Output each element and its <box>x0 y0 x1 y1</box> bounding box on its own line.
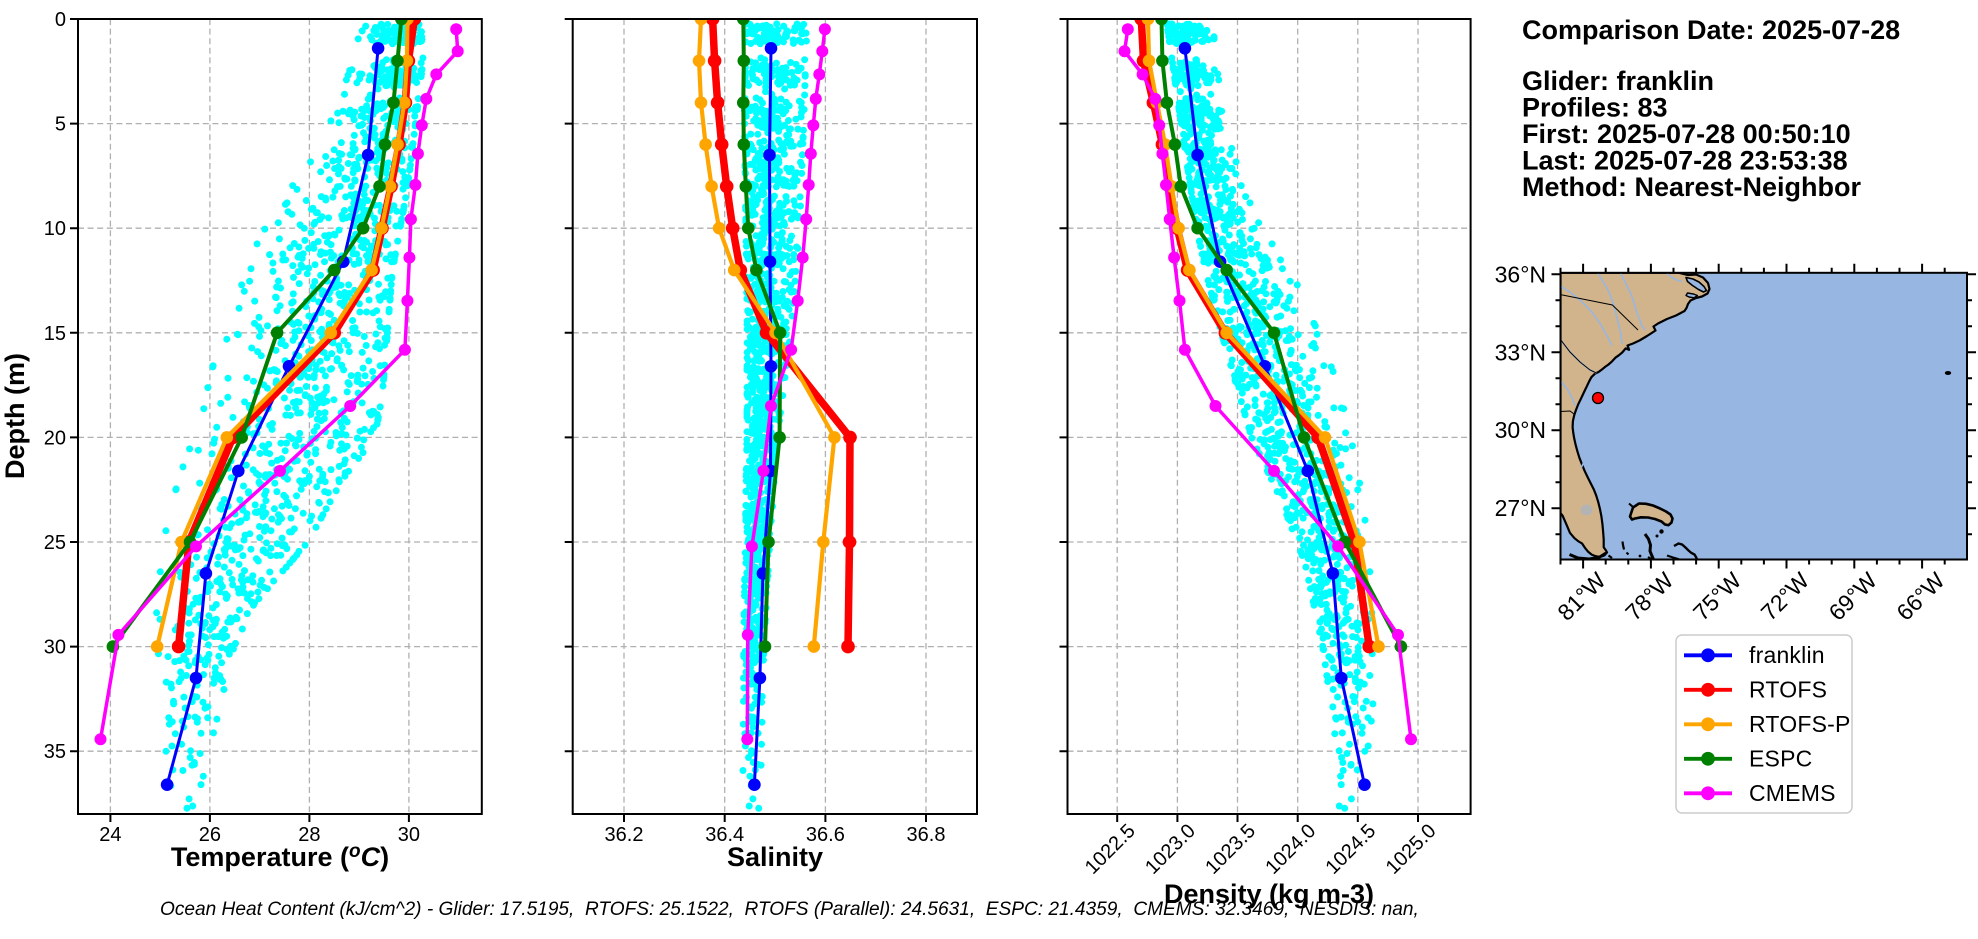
svg-text:15: 15 <box>44 323 66 345</box>
svg-text:35: 35 <box>44 741 66 763</box>
svg-text:33°N: 33°N <box>1495 339 1546 365</box>
svg-text:Last: 2025-07-28 23:53:38: Last: 2025-07-28 23:53:38 <box>1522 146 1848 176</box>
svg-text:30°N: 30°N <box>1495 417 1546 443</box>
svg-text:27°N: 27°N <box>1495 495 1546 521</box>
svg-text:Salinity: Salinity <box>727 842 823 872</box>
svg-text:RTOFS: RTOFS <box>1749 676 1827 702</box>
svg-text:36°N: 36°N <box>1495 261 1546 287</box>
svg-text:20: 20 <box>44 427 66 449</box>
svg-text:5: 5 <box>55 114 66 136</box>
svg-text:24: 24 <box>99 824 121 846</box>
svg-text:0: 0 <box>55 9 66 31</box>
svg-text:Glider: franklin: Glider: franklin <box>1522 66 1714 96</box>
svg-text:franklin: franklin <box>1749 642 1825 668</box>
svg-text:ESPC: ESPC <box>1749 745 1812 771</box>
svg-text:36.8: 36.8 <box>907 824 946 846</box>
svg-text:28: 28 <box>298 824 320 846</box>
svg-text:Profiles: 83: Profiles: 83 <box>1522 93 1668 123</box>
svg-text:Density (kg m-3): Density (kg m-3) <box>1164 879 1374 909</box>
svg-text:36.4: 36.4 <box>705 824 744 846</box>
svg-text:36.2: 36.2 <box>605 824 644 846</box>
svg-text:30: 30 <box>44 637 66 659</box>
svg-text:Depth (m): Depth (m) <box>0 353 30 479</box>
svg-text:36.6: 36.6 <box>806 824 845 846</box>
svg-text:Ocean Heat Content (kJ/cm^2) -: Ocean Heat Content (kJ/cm^2) - Glider: 1… <box>160 899 1419 920</box>
svg-text:Comparison Date: 2025-07-28: Comparison Date: 2025-07-28 <box>1522 15 1900 45</box>
svg-text:CMEMS: CMEMS <box>1749 780 1836 806</box>
svg-text:10: 10 <box>44 218 66 240</box>
svg-text:26: 26 <box>199 824 221 846</box>
svg-text:25: 25 <box>44 532 66 554</box>
svg-text:RTOFS-P: RTOFS-P <box>1749 711 1851 737</box>
svg-text:First: 2025-07-28 00:50:10: First: 2025-07-28 00:50:10 <box>1522 119 1851 149</box>
svg-text:Method: Nearest-Neighbor: Method: Nearest-Neighbor <box>1522 172 1862 202</box>
svg-text:30: 30 <box>398 824 420 846</box>
